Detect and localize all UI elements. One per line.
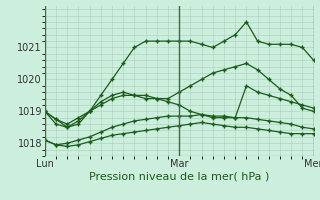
X-axis label: Pression niveau de la mer( hPa ): Pression niveau de la mer( hPa ) — [89, 172, 269, 182]
